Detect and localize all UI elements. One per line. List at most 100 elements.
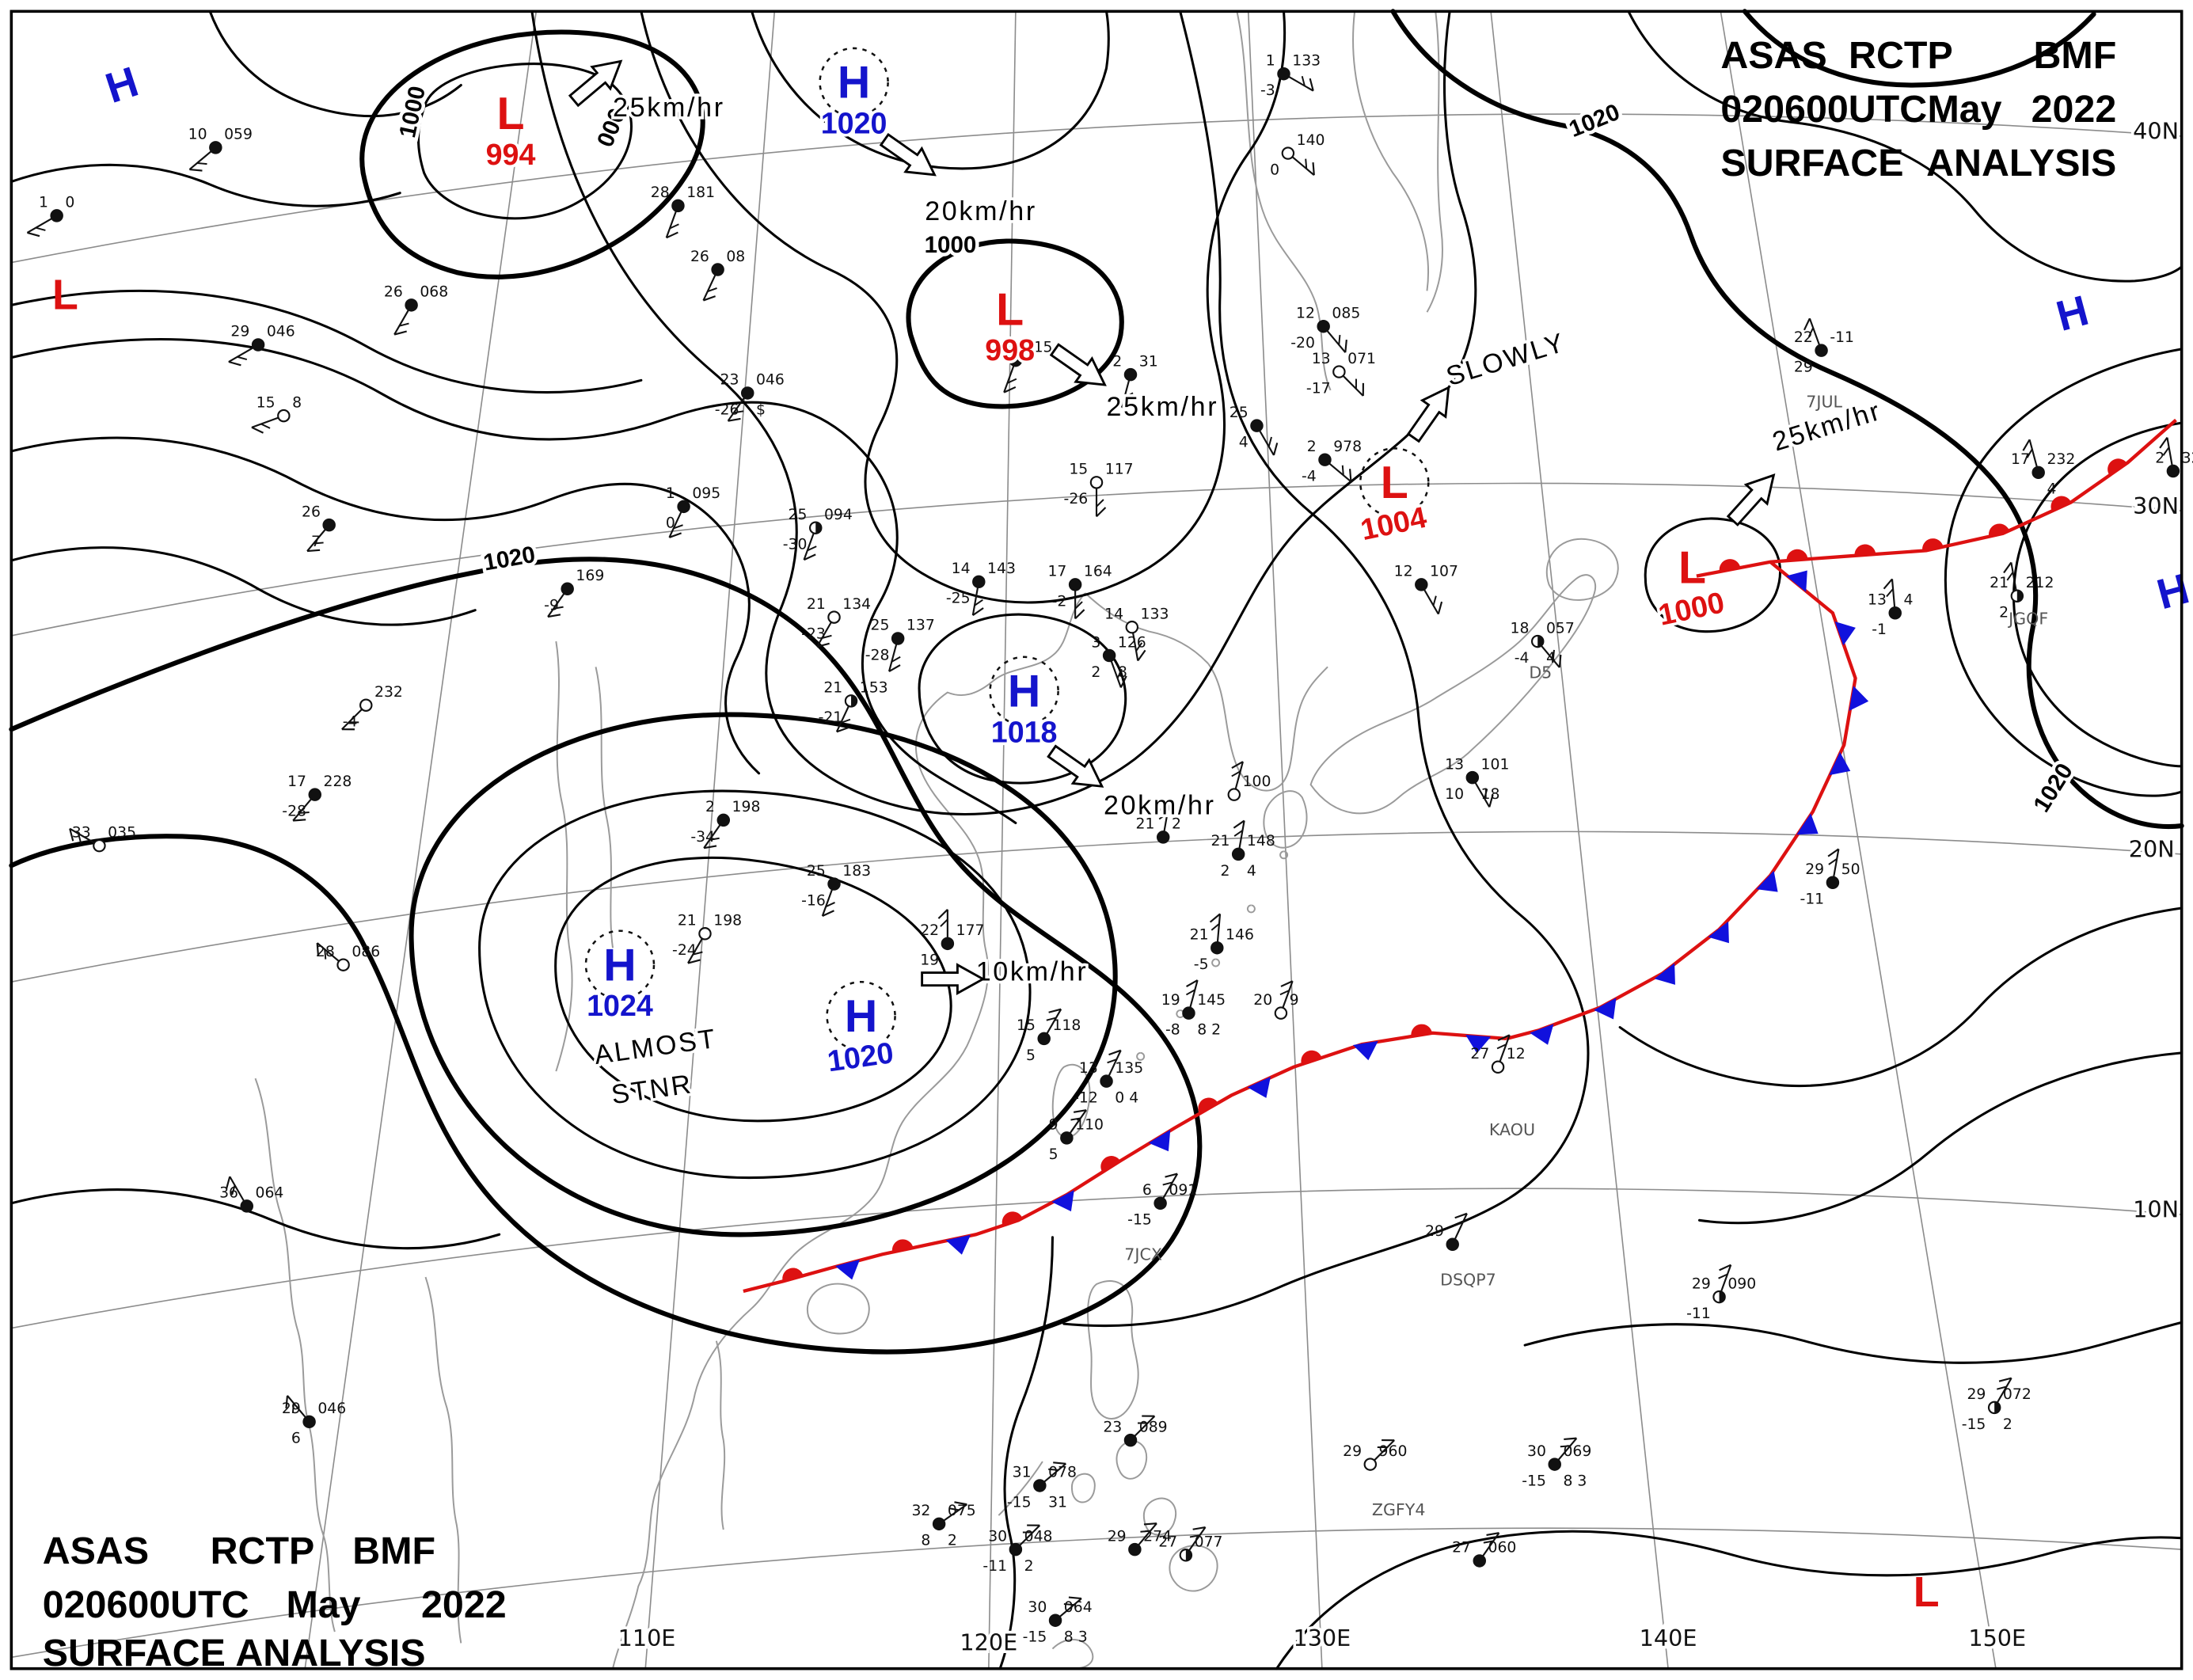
station-plot: 17 232 4 xyxy=(2011,439,2075,498)
station-plot: 32 075 8 2 xyxy=(911,1501,976,1549)
station-circle xyxy=(1318,453,1332,466)
station-circle xyxy=(1009,1542,1023,1556)
station-plot: 23 089 xyxy=(1103,1415,1168,1447)
wind-barb-tick xyxy=(1053,1461,1066,1465)
coastline-path xyxy=(1236,11,1332,391)
station-plot: 3 126 2 8 xyxy=(1091,634,1146,688)
wind-barb-tick xyxy=(1107,1059,1117,1064)
station-plot: 9 110 5 xyxy=(1049,1109,1104,1163)
warm-front-semicircle xyxy=(1301,1050,1322,1065)
wind-barb-tick xyxy=(228,360,241,367)
wind-barb-tick xyxy=(69,828,74,842)
pressure-symbol-L: L xyxy=(52,272,78,319)
station-circle xyxy=(1048,1613,1062,1627)
station-id-label: JGQF xyxy=(2007,610,2048,629)
station-pressure: 274 xyxy=(1143,1528,1172,1545)
station-plot: 18 057 -4 4 xyxy=(1511,620,1575,668)
wind-barb-tick xyxy=(1268,436,1272,447)
title-datetime: 020600UTC xyxy=(1720,88,1927,131)
station-plot: 22 177 19 xyxy=(920,909,985,969)
wind-barb-tick xyxy=(703,295,716,302)
station-pressure: 960 xyxy=(1379,1443,1408,1460)
wind-barb-tick xyxy=(251,426,264,434)
wind-barb-tick xyxy=(1997,1385,2007,1390)
station-plot: 27 060 xyxy=(1452,1532,1516,1568)
coastline-path xyxy=(424,1276,462,1644)
pressure-center-symbol: L xyxy=(497,89,525,139)
station-temperature: 18 xyxy=(1511,620,1530,637)
wind-barb-tick xyxy=(393,330,407,336)
movement-arrow-icon xyxy=(1406,386,1450,443)
wind-barb-tick xyxy=(1063,1602,1074,1606)
station-dewpoint: -30 xyxy=(783,537,808,553)
station-plot: 28 086 xyxy=(316,942,380,971)
longitude-label: 120E xyxy=(960,1629,1017,1655)
station-plot: 36 064 xyxy=(219,1176,283,1213)
station-extra: 2 xyxy=(948,1533,957,1549)
station-id-label: ZGFY4 xyxy=(1372,1500,1426,1519)
station-temperature: 30 xyxy=(988,1528,1007,1545)
station-plot: 21 153 -21 xyxy=(819,680,888,733)
isobar-path xyxy=(1697,1051,2183,1225)
station-dewpoint: 2 xyxy=(1999,605,2009,621)
station-circle xyxy=(1465,770,1480,785)
longitude-label: 140E xyxy=(1640,1625,1697,1651)
wind-barb-tick xyxy=(2022,439,2031,451)
coastline-path xyxy=(612,592,1086,1669)
coastline-path xyxy=(1084,592,1210,665)
station-temperature: 36 xyxy=(219,1185,238,1202)
station-dewpoint: -28 xyxy=(865,647,890,663)
station-circle-half xyxy=(2016,590,2023,602)
wind-barb-tick xyxy=(1349,469,1352,482)
stationary-front xyxy=(743,1024,1507,1294)
station-plot: 15 8 xyxy=(251,394,302,434)
station-temperature: 30 xyxy=(1028,1599,1047,1616)
isobar-path xyxy=(10,546,477,626)
station-circle xyxy=(2166,464,2180,478)
station-id-label: D5 xyxy=(1529,663,1552,682)
station-pressure: 12 xyxy=(1507,1046,1526,1062)
station-pressure: 228 xyxy=(324,773,352,790)
station-temperature: 29 xyxy=(1108,1528,1127,1545)
station-plot: 29 046 xyxy=(228,324,295,367)
station-pressure: 089 xyxy=(1139,1419,1168,1435)
warm-front-semicircle xyxy=(1989,523,2010,537)
station-temperature: 27 xyxy=(1470,1046,1489,1062)
station-circle xyxy=(240,1199,254,1213)
station-pressure: 095 xyxy=(692,485,720,502)
station-pressure: 31 xyxy=(1139,353,1158,370)
station-plot: 21 212 2 xyxy=(1990,561,2054,621)
wind-barb-tick xyxy=(937,909,948,919)
graticule-line xyxy=(988,11,1017,1669)
station-dewpoint: 8 xyxy=(921,1533,930,1549)
isobar-path xyxy=(1627,10,2183,283)
station-plot: 29 274 xyxy=(1108,1522,1172,1556)
wind-barb-tick xyxy=(547,614,561,618)
station-pressure: 048 xyxy=(1024,1528,1053,1545)
warm-front-semicircle xyxy=(1100,1156,1121,1173)
station-extra: 8 xyxy=(1118,664,1127,681)
cold-front-triangle xyxy=(1352,1040,1378,1061)
wind-barb-tick xyxy=(1158,812,1169,820)
station-dewpoint: -21 xyxy=(819,709,843,726)
wind-barb-tick xyxy=(948,1507,960,1511)
isobar-path xyxy=(1275,1530,2183,1670)
station-plot: 23 046 -26 $ xyxy=(715,372,785,422)
station-plot: 25 183 -16 xyxy=(801,863,871,917)
station-circle xyxy=(972,575,986,589)
station-plot: 12 107 xyxy=(1394,564,1458,615)
wind-barb-tick xyxy=(1046,1017,1057,1021)
movement-annotation: 10km/hr xyxy=(976,956,1089,986)
movement-annotation: 25km/hr xyxy=(1107,392,1219,422)
coastline-path xyxy=(1263,790,1308,849)
coastline-path xyxy=(1309,574,1597,815)
station-pressure: 090 xyxy=(1727,1275,1756,1292)
cold-front xyxy=(1506,561,1869,1045)
warm-front-semicircle xyxy=(1854,544,1876,556)
station-temperature: 1 xyxy=(39,195,48,211)
cold-front-triangle xyxy=(1829,751,1851,776)
station-dewpoint: -24 xyxy=(672,942,697,959)
